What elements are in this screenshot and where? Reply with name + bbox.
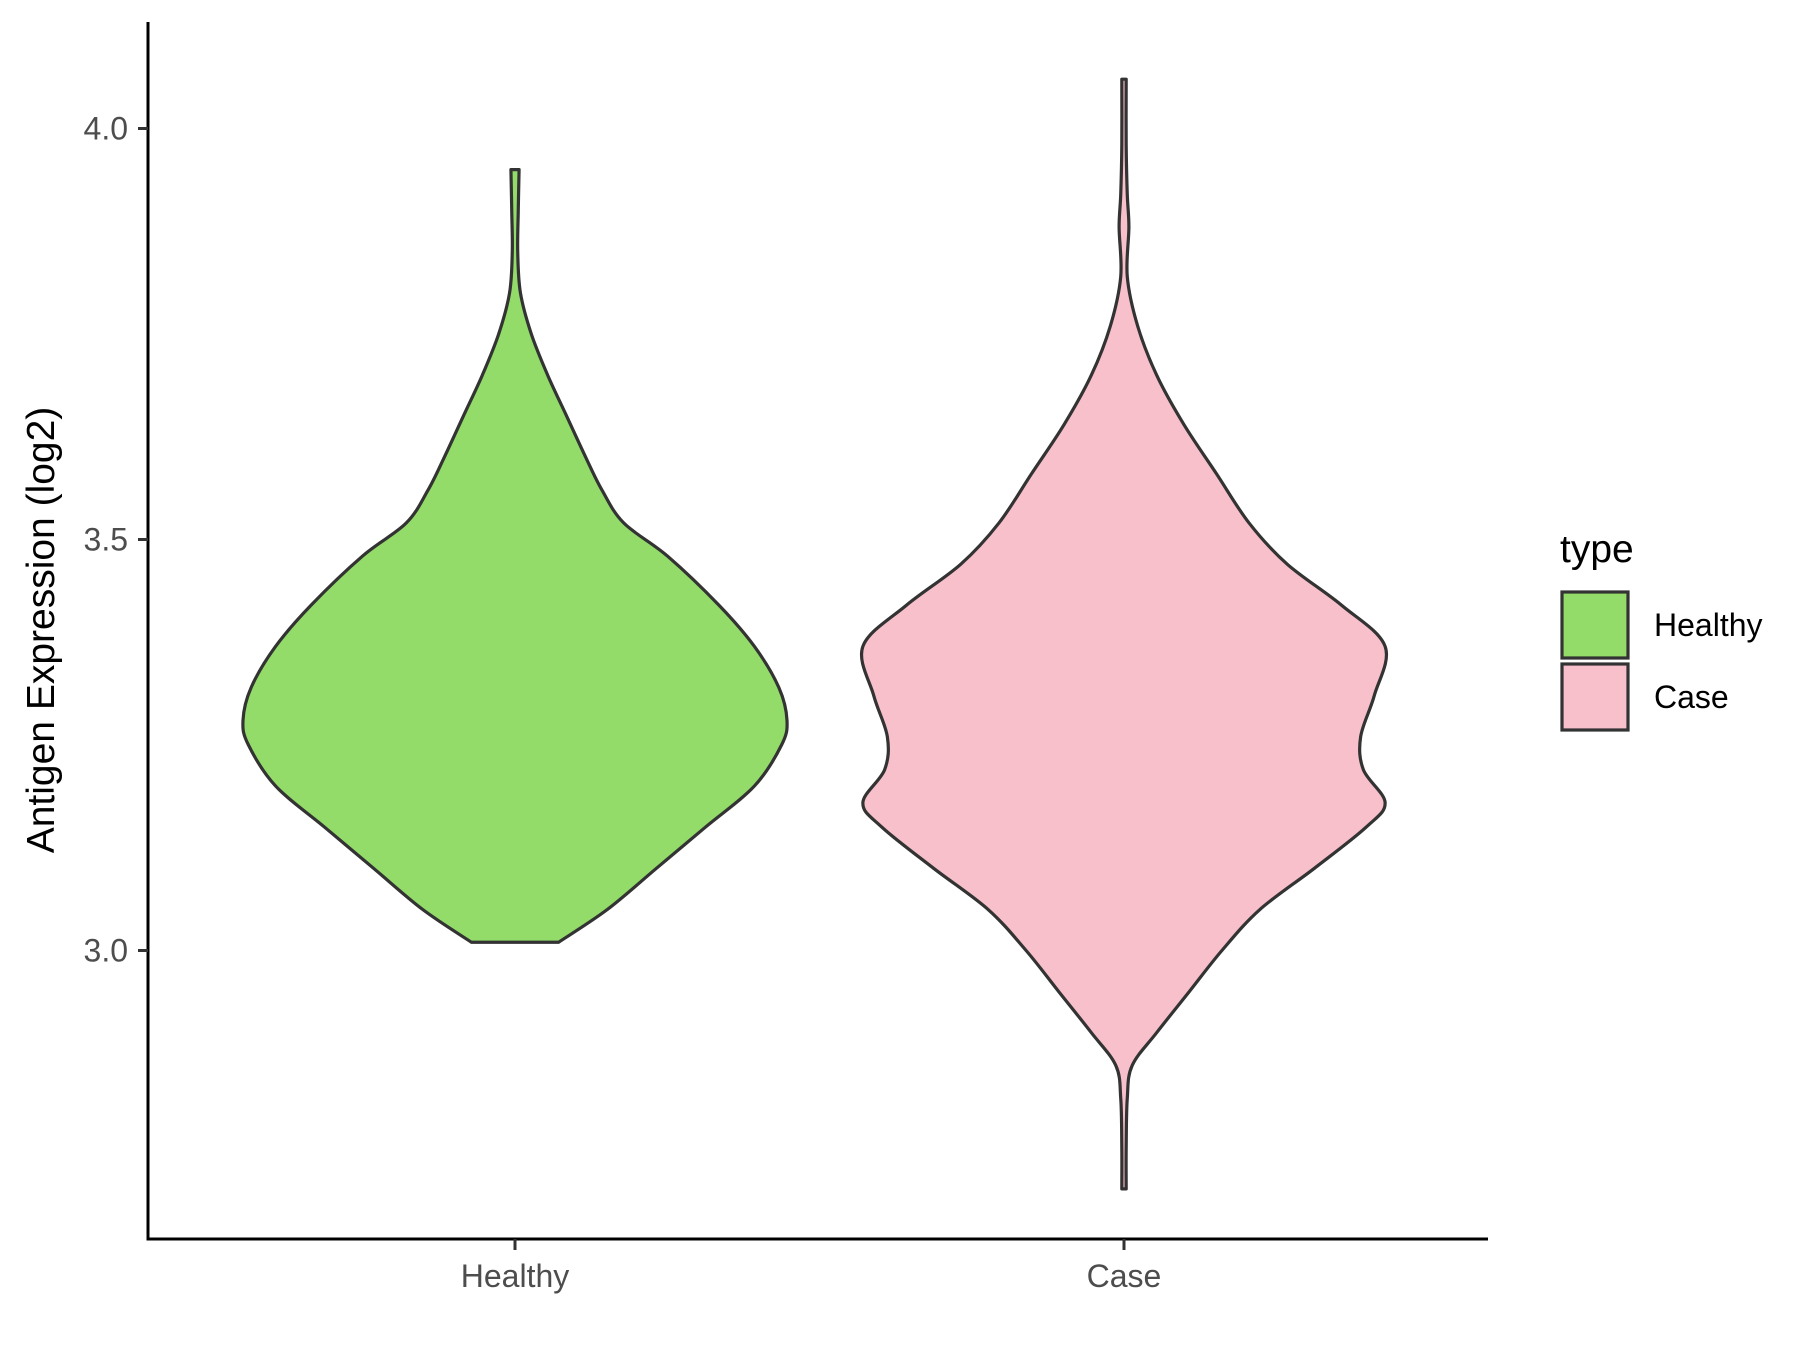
y-ticks-group: 3.0 3.5 4.0 <box>84 111 148 969</box>
legend-swatch-healthy <box>1560 590 1630 660</box>
y-tick-label: 3.0 <box>84 933 128 969</box>
x-tick-label-healthy: Healthy <box>461 1258 570 1294</box>
x-ticks-group: Healthy Case <box>461 1239 1162 1294</box>
violins-group <box>241 77 1388 1191</box>
x-tick-label-case: Case <box>1087 1258 1162 1294</box>
legend-entries: Healthy Case <box>1560 590 1763 732</box>
y-tick-label: 3.5 <box>84 522 128 558</box>
violin-healthy <box>241 168 789 944</box>
violin-case <box>860 77 1388 1191</box>
legend-swatch-case <box>1560 662 1630 732</box>
legend-label-healthy: Healthy <box>1654 607 1763 643</box>
legend-title: type <box>1560 528 1634 571</box>
legend-label-case: Case <box>1654 679 1729 715</box>
legend: type Healthy Case <box>1560 528 1763 732</box>
y-tick-label: 4.0 <box>84 111 128 147</box>
y-axis-title: Antigen Expression (log2) <box>20 407 63 854</box>
